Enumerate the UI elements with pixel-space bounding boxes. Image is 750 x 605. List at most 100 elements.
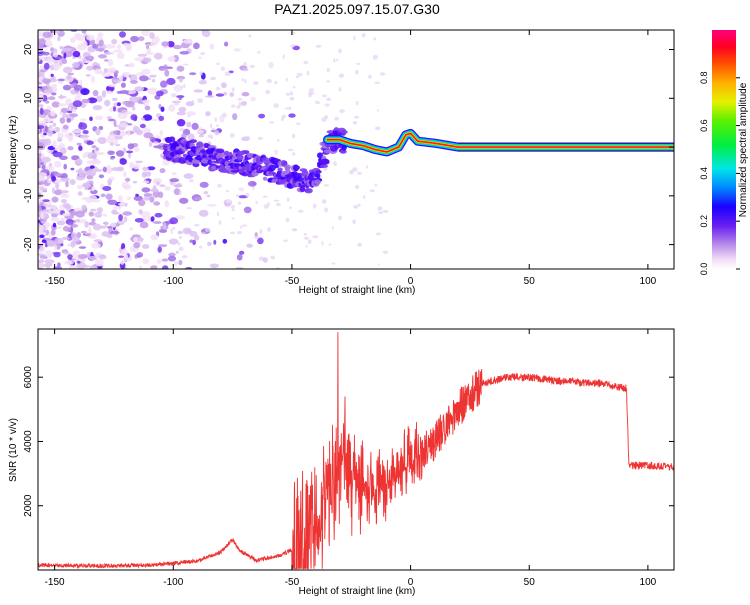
spectrogram-noise-blob [168,104,176,112]
spectrogram-noise-blob [50,216,60,222]
spectrogram-noise-blob [123,171,127,178]
spectrogram-noise-blob [338,48,342,54]
spectrogram-ridge-blob [285,168,291,174]
spectrogram-noise-blob [107,58,114,67]
spectrogram-noise-blob [76,261,81,264]
spectrogram-noise-blob [93,239,103,243]
spectrogram-noise-blob [323,184,330,187]
spectrogram-noise-blob [204,32,208,35]
spectrogram-noise-blob [152,178,163,182]
spectrogram-noise-blob [121,181,130,189]
spectrogram-noise-blob [78,254,88,259]
spectrogram-noise-blob [162,265,169,269]
spectrogram-noise-blob [92,89,99,97]
spectrogram-noise-blob [193,223,200,227]
spectrogram-noise-blob [178,259,183,266]
spectrogram-noise-blob [89,165,95,169]
spectrogram-noise-blob [365,165,368,169]
spectrogram-noise-blob [156,181,160,186]
spectrogram-noise-blob [352,121,358,125]
spectrogram-noise-blob [267,227,271,232]
spectrogram-noise-blob [38,125,45,130]
spectrogram-noise-blob [96,95,103,103]
spectrogram-noise-blob [41,199,50,203]
spectrogram-noise-blob [189,239,194,243]
spectrogram-noise-blob [124,177,131,182]
spectrogram-x-tick-label: 100 [640,276,657,287]
spectrogram-noise-blob [59,94,63,100]
spectrogram-noise-blob [76,35,85,41]
spectrogram-noise-blob [349,170,354,175]
spectrogram-noise-blob [84,221,89,228]
spectrogram-noise-blob [72,250,80,258]
spectrogram-noise-blob [44,221,51,228]
spectrogram-noise-blob [352,219,356,225]
spectrogram-noise-blob [72,50,81,58]
spectrogram-noise-blob [316,101,320,105]
spectrogram-ridge-blob [210,165,217,171]
spectrogram-noise-blob [111,38,118,45]
spectrogram-noise-blob [333,58,336,63]
spectrogram-noise-blob [95,47,105,52]
spectrogram-noise-blob [324,207,329,213]
spectrogram-noise-blob [90,75,96,83]
spectrogram-noise-blob [86,140,94,145]
spectrogram-noise-blob [50,47,55,52]
spectrogram-noise-blob [258,256,265,261]
spectrogram-noise-blob [229,133,235,138]
spectrogram-noise-blob [368,74,372,79]
spectrogram-noise-blob [38,222,41,227]
spectrogram-noise-blob [181,255,188,259]
spectrogram-noise-blob [230,204,235,210]
spectrogram-noise-blob [67,254,73,260]
spectrogram-noise-blob [40,162,44,165]
spectrogram-noise-blob [377,263,380,266]
spectrogram-noise-blob [161,258,169,262]
spectrogram-noise-blob [106,116,112,120]
spectrogram-noise-blob [78,145,83,151]
spectrogram-ridge-blob [315,170,322,174]
spectrogram-noise-blob [67,224,71,228]
spectrogram-noise-blob [129,227,134,231]
spectrogram-noise-blob [141,244,150,249]
spectrogram-noise-blob [193,234,200,241]
spectrogram-noise-blob [113,106,116,112]
snr-x-tick-label: -100 [163,577,183,588]
spectrogram-noise-blob [54,56,64,60]
spectrogram-ridge-blob [216,148,225,154]
spectrogram-noise-blob [289,206,292,210]
spectrogram-noise-blob [321,241,324,246]
spectrogram-noise-blob [213,239,217,245]
spectrogram-noise-blob [225,190,230,193]
spectrogram-noise-blob [82,60,93,64]
spectrogram-noise-blob [103,67,108,74]
spectrogram-noise-blob [167,255,177,262]
spectrogram-noise-blob [91,159,101,165]
spectrogram-noise-blob [51,176,57,182]
spectrogram-noise-blob [38,42,45,50]
spectrogram-noise-blob [42,78,51,84]
spectrogram-noise-blob [193,42,200,50]
spectrogram-noise-blob [118,202,126,206]
spectrogram-noise-blob [87,152,98,159]
spectrogram-noise-blob [382,250,389,254]
spectrogram-noise-blob [259,229,263,235]
spectrogram-noise-blob [59,46,63,49]
spectrogram-noise-blob [142,180,150,184]
spectrogram-noise-blob [39,187,48,191]
spectrogram-noise-blob [118,214,123,222]
spectrogram-noise-blob [163,222,167,230]
spectrogram-noise-blob [207,241,212,247]
spectrogram-noise-blob [146,215,152,222]
spectrogram-noise-blob [130,35,139,43]
spectrogram-noise-blob [157,246,162,253]
spectrogram-noise-blob [321,199,327,204]
spectrogram-noise-blob [183,83,186,89]
spectrogram-noise-blob [39,234,45,238]
spectrogram-noise-blob [78,246,87,249]
spectrogram-noise-blob [179,128,185,132]
spectrogram-noise-blob [175,250,179,254]
spectrogram-noise-blob [78,258,86,262]
spectrogram-noise-blob [55,182,60,190]
spectrogram-noise-blob [126,90,137,95]
